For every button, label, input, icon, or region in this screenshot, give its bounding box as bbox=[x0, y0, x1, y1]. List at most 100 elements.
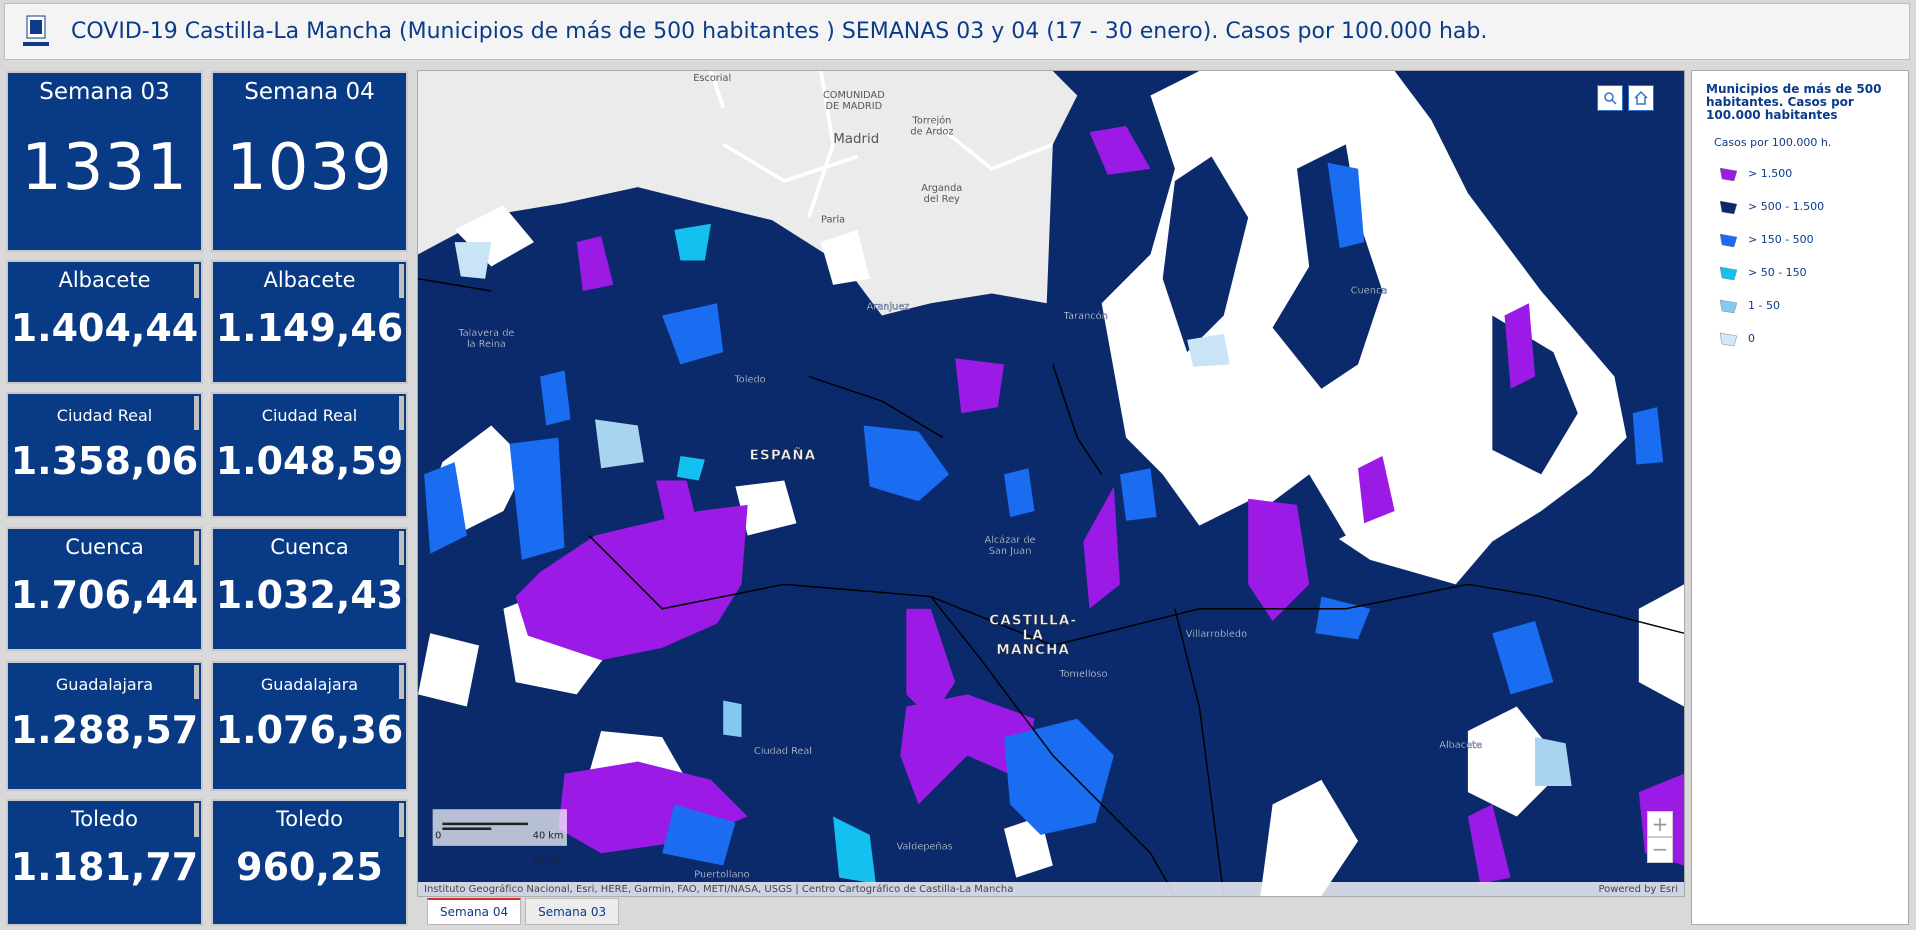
swatch-shape bbox=[1719, 167, 1738, 181]
map-label-line: Parla bbox=[821, 215, 845, 226]
region-fill bbox=[1162, 95, 1578, 560]
indicator-value: 1.048,59 bbox=[215, 439, 404, 483]
indicator-value: 1.706,44 bbox=[10, 573, 199, 617]
indicator-card: Cuenca 1.032,43 bbox=[211, 527, 408, 651]
legend-swatch bbox=[1719, 299, 1738, 313]
map-label-line: Talavera de bbox=[457, 328, 514, 339]
map-label: Escorial bbox=[693, 73, 731, 84]
indicator-value: 1.181,77 bbox=[10, 845, 199, 889]
indicator-value: 1331 bbox=[21, 131, 188, 205]
legend-items: > 1.500 > 500 - 1.500 > 150 - 500 > 50 - 15… bbox=[1706, 157, 1894, 355]
scrollbar bbox=[399, 665, 404, 699]
indicator-title: Albacete bbox=[58, 268, 151, 292]
map-label-line: Torrejón bbox=[912, 115, 952, 127]
legend: Municipios de más de 500 habitantes. Cas… bbox=[1691, 70, 1909, 925]
legend-label: 1 - 50 bbox=[1748, 299, 1780, 312]
search-button[interactable] bbox=[1597, 85, 1623, 111]
roads bbox=[709, 71, 1054, 219]
map-label: Talavera de la Reina bbox=[457, 328, 514, 350]
map-label: CASTILLA-LA MANCHA bbox=[989, 614, 1077, 658]
map-label: Toledo bbox=[733, 375, 765, 386]
map-label-line: Villarrobledo bbox=[1186, 629, 1247, 640]
scrollbar bbox=[194, 665, 199, 699]
header: COVID-19 Castilla-La Mancha (Municipios … bbox=[4, 3, 1910, 60]
attribution: Instituto Geográfico Nacional, Esri, HER… bbox=[424, 883, 1014, 895]
map-label: Aranjuez bbox=[867, 301, 910, 312]
tab[interactable]: Semana 03 bbox=[525, 898, 620, 925]
map-label-line: Madrid bbox=[833, 132, 879, 147]
map-label: Tarancón bbox=[1063, 310, 1108, 322]
map-label-line: ESPAÑA bbox=[750, 447, 817, 464]
indicator-title: Semana 04 bbox=[244, 79, 375, 105]
legend-label: > 1.500 bbox=[1748, 167, 1793, 180]
zoom-in-button[interactable]: + bbox=[1647, 811, 1673, 837]
swatch-shape bbox=[1719, 266, 1738, 280]
map-label: Albacete bbox=[1439, 740, 1482, 751]
map-canvas[interactable]: 0 40 km 20 mi Escorial COMUNIDAD DE MADRID Ma… bbox=[418, 71, 1684, 896]
map-label-line: Ciudad Real bbox=[754, 746, 812, 757]
map[interactable]: 0 40 km 20 mi Escorial COMUNIDAD DE MADRID Ma… bbox=[417, 70, 1685, 897]
map-labels: Escorial COMUNIDAD DE MADRID Madrid Torrejón… bbox=[457, 73, 1482, 881]
indicator-value: 1.358,06 bbox=[10, 439, 199, 483]
medium-incidence-areas bbox=[424, 162, 1664, 866]
map-label: COMUNIDAD DE MADRID bbox=[823, 90, 885, 112]
swatch-shape bbox=[1719, 233, 1738, 247]
tab[interactable]: Semana 04 bbox=[427, 898, 522, 925]
map-label: Arganda del Rey bbox=[921, 183, 962, 205]
legend-label: 0 bbox=[1748, 332, 1755, 345]
map-label-line: Cuenca bbox=[1351, 285, 1388, 296]
map-label: Alcázar de San Juan bbox=[985, 534, 1036, 557]
zoom-out-button[interactable]: − bbox=[1647, 837, 1673, 863]
map-label-line: del Rey bbox=[924, 194, 960, 205]
legend-swatch bbox=[1719, 233, 1738, 247]
legend-label: > 500 - 1.500 bbox=[1748, 200, 1825, 213]
indicator-title: Albacete bbox=[263, 268, 356, 292]
scale-bar: 0 40 km 20 mi bbox=[432, 809, 567, 867]
indicator-title: Toledo bbox=[70, 807, 139, 831]
legend-swatch bbox=[1719, 266, 1738, 280]
high-incidence-areas bbox=[515, 126, 1684, 884]
map-label-line: CASTILLA- bbox=[989, 614, 1077, 629]
logo bbox=[23, 15, 49, 46]
indicator-value: 1.288,57 bbox=[10, 708, 199, 752]
indicator-card: Albacete 1.149,46 bbox=[211, 260, 408, 384]
map-label: Villarrobledo bbox=[1186, 629, 1247, 640]
legend-item: 1 - 50 bbox=[1718, 289, 1894, 322]
legend-title: Municipios de más de 500 habitantes. Cas… bbox=[1706, 82, 1882, 122]
tabs: Semana 04 Semana 03 bbox=[427, 898, 620, 925]
indicator-card: Albacete 1.404,44 bbox=[6, 260, 203, 384]
scale-label: 20 mi bbox=[533, 856, 561, 867]
indicator-title: Cuenca bbox=[65, 535, 144, 559]
map-label: Cuenca bbox=[1351, 285, 1388, 296]
indicator-title: Ciudad Real bbox=[261, 406, 358, 425]
indicator-title: Semana 03 bbox=[39, 79, 170, 105]
header-title: COVID-19 Castilla-La Mancha (Municipios … bbox=[71, 19, 1488, 44]
map-label-line: DE MADRID bbox=[826, 101, 883, 112]
powered-by: Powered by Esri bbox=[1598, 883, 1678, 895]
attribution-bar: Instituto Geográfico Nacional, Esri, HER… bbox=[418, 882, 1684, 896]
indicator-title: Ciudad Real bbox=[56, 406, 153, 425]
indicator-card: Semana 03 1331 bbox=[6, 71, 203, 252]
scrollbar bbox=[194, 396, 199, 430]
indicator-card: Ciudad Real 1.048,59 bbox=[211, 392, 408, 518]
indicator-value: 1.404,44 bbox=[10, 306, 199, 350]
swatch-shape bbox=[1719, 200, 1738, 214]
indicator-card: Cuenca 1.706,44 bbox=[6, 527, 203, 651]
legend-item: > 500 - 1.500 bbox=[1718, 190, 1894, 223]
scrollbar bbox=[194, 264, 199, 298]
map-label-line: COMUNIDAD bbox=[823, 90, 885, 101]
legend-item: > 150 - 500 bbox=[1718, 223, 1894, 256]
map-label-line: MANCHA bbox=[996, 643, 1070, 658]
home-button[interactable] bbox=[1628, 85, 1654, 111]
indicator-title: Cuenca bbox=[270, 535, 349, 559]
map-label-line: de Ardoz bbox=[910, 127, 953, 138]
swatch-shape bbox=[1719, 299, 1738, 313]
scrollbar bbox=[399, 264, 404, 298]
legend-swatch bbox=[1719, 332, 1738, 346]
swatch-shape bbox=[1719, 332, 1738, 346]
legend-swatch bbox=[1719, 167, 1738, 181]
map-label: Tomelloso bbox=[1058, 669, 1107, 680]
map-label: Parla bbox=[821, 215, 845, 226]
map-label: Ciudad Real bbox=[754, 746, 812, 757]
